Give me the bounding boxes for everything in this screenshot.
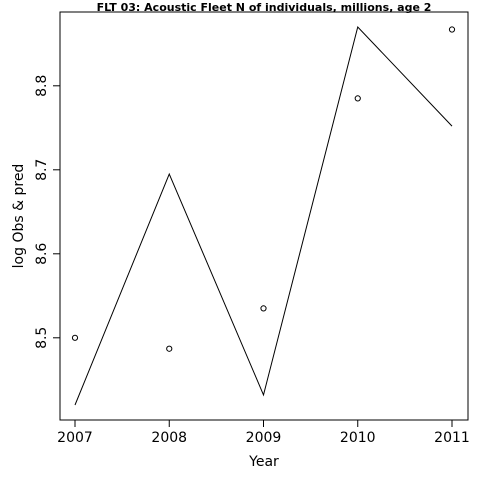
observed-point: [448, 26, 456, 33]
y-tick-label: 8.5: [34, 327, 50, 349]
observed-point: [166, 345, 173, 352]
x-axis: 2007 2008 2009 2010 2011: [57, 420, 470, 446]
y-tick-label: 8.8: [34, 75, 50, 97]
predicted-line: [74, 26, 453, 406]
x-tick-label: 2011: [434, 430, 470, 446]
observed-point: [354, 95, 361, 102]
series-layer: [71, 26, 456, 406]
observed-point: [71, 334, 79, 341]
y-tick-label: 8.6: [34, 243, 50, 265]
chart-title: FLT 03: Acoustic Fleet N of individuals,…: [97, 1, 432, 14]
x-tick-label: 2009: [246, 430, 282, 446]
x-tick-label: 2010: [340, 430, 376, 446]
x-tick-label: 2008: [151, 430, 187, 446]
x-tick-label: 2007: [57, 430, 93, 446]
x-axis-label: Year: [248, 454, 279, 470]
y-axis-label: log Obs & pred: [11, 164, 27, 269]
observed-point: [260, 305, 267, 312]
plot-frame: [59, 11, 469, 421]
y-axis: 8.5 8.6 8.7 8.8: [34, 75, 60, 349]
y-tick-label: 8.7: [34, 159, 50, 181]
